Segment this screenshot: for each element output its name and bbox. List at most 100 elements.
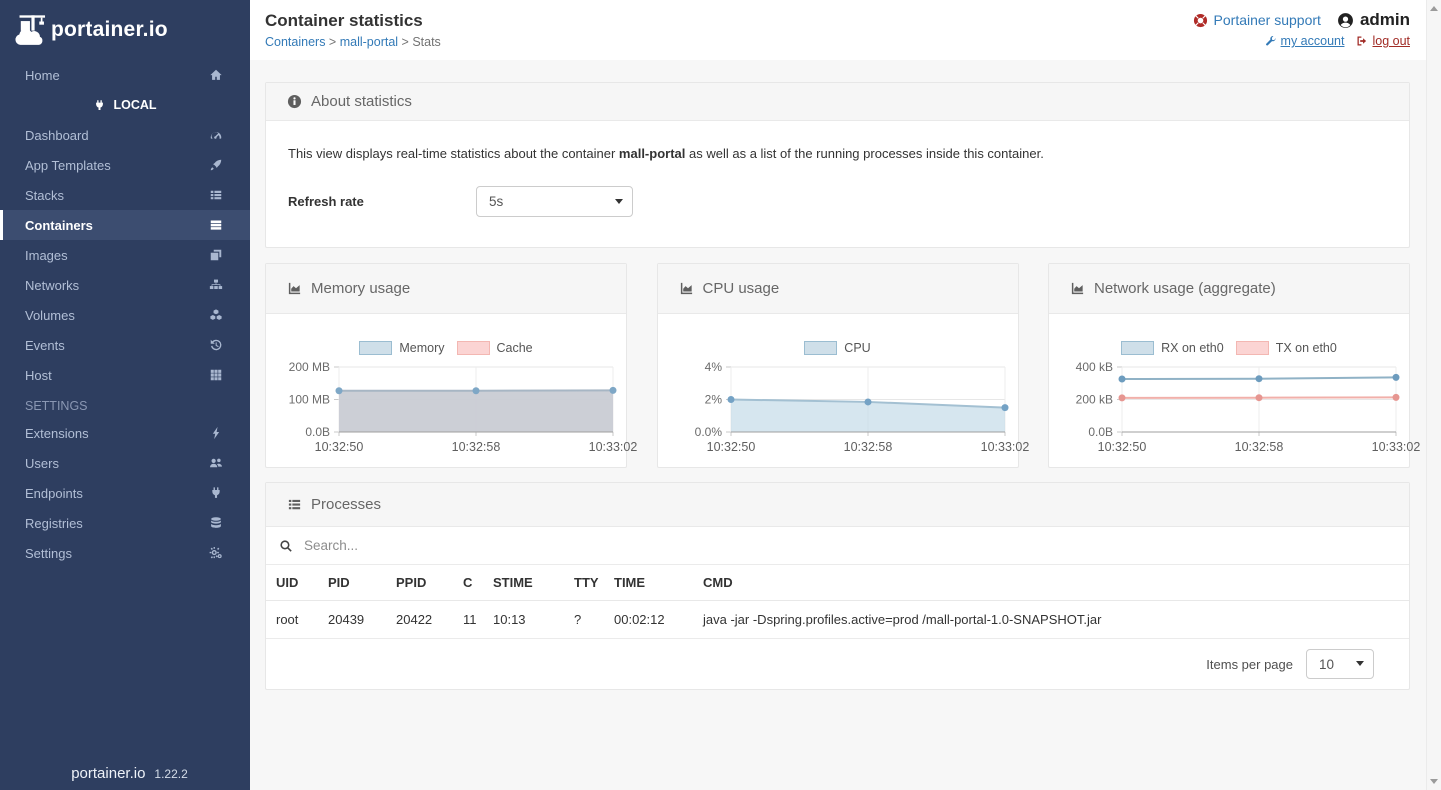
sidebar-item-extensions[interactable]: Extensions bbox=[0, 418, 250, 448]
sidebar-item-settings[interactable]: Settings bbox=[0, 538, 250, 568]
sidebar-item-images[interactable]: Images bbox=[0, 240, 250, 270]
table-cell: 00:02:12 bbox=[604, 601, 693, 639]
sidebar-item-stacks[interactable]: Stacks bbox=[0, 180, 250, 210]
tachometer-icon bbox=[209, 128, 223, 142]
column-header-stime: STIME bbox=[483, 565, 564, 601]
plug-icon bbox=[209, 486, 223, 500]
plug-icon bbox=[93, 99, 106, 112]
svg-text:100 MB: 100 MB bbox=[289, 393, 330, 407]
user-menu[interactable]: admin bbox=[1337, 10, 1410, 30]
sidebar-item-label: Registries bbox=[25, 516, 209, 531]
users-icon bbox=[209, 456, 223, 470]
sidebar-item-label: Dashboard bbox=[25, 128, 209, 143]
portainer-logo-icon bbox=[14, 13, 48, 47]
portainer-support-link[interactable]: Portainer support bbox=[1193, 12, 1321, 28]
chart-body: MemoryCache200 MB100 MB0.0B10:32:5010:32… bbox=[266, 314, 626, 467]
sidebar-item-app-templates[interactable]: App Templates bbox=[0, 150, 250, 180]
table-row: root20439204221110:13?00:02:12java -jar … bbox=[266, 601, 1409, 639]
sidebar-item-volumes[interactable]: Volumes bbox=[0, 300, 250, 330]
table-cell: root bbox=[266, 601, 318, 639]
refresh-rate-select[interactable]: 5s bbox=[476, 186, 633, 217]
sidebar-item-label: Volumes bbox=[25, 308, 209, 323]
cubes-icon bbox=[209, 308, 223, 322]
cogs-icon bbox=[209, 546, 223, 560]
items-per-page-select[interactable]: 10 bbox=[1306, 649, 1374, 679]
sidebar-item-host[interactable]: Host bbox=[0, 360, 250, 390]
table-cell: 11 bbox=[453, 601, 483, 639]
column-header-cmd: CMD bbox=[693, 565, 1409, 601]
about-panel-title: About statistics bbox=[311, 93, 412, 110]
chart-legend: RX on eth0 TX on eth0 bbox=[1050, 341, 1408, 355]
refresh-rate-label: Refresh rate bbox=[288, 194, 476, 209]
username: admin bbox=[1360, 10, 1410, 30]
chart-panel-cpu-usage: CPU usageCPU4%2%0.0%10:32:5010:32:5810:3… bbox=[657, 263, 1019, 468]
sidebar-item-label: Users bbox=[25, 456, 209, 471]
sidebar-item-label: Events bbox=[25, 338, 209, 353]
refresh-rate-row: Refresh rate 5s bbox=[288, 186, 1387, 217]
scroll-down-arrow-icon[interactable] bbox=[1430, 779, 1438, 784]
search-input[interactable] bbox=[302, 537, 1396, 554]
breadcrumb-separator: > bbox=[398, 35, 412, 49]
legend-label: Memory bbox=[399, 341, 444, 355]
about-description: This view displays real-time statistics … bbox=[288, 146, 1387, 161]
sidebar-item-networks[interactable]: Networks bbox=[0, 270, 250, 300]
my-account-link[interactable]: my account bbox=[1265, 34, 1345, 48]
area-chart-icon bbox=[287, 281, 302, 296]
sidebar-item-dashboard[interactable]: Dashboard bbox=[0, 120, 250, 150]
table-cell: 10:13 bbox=[483, 601, 564, 639]
pagination-row: Items per page 10 bbox=[266, 639, 1409, 689]
chart-body: RX on eth0TX on eth0400 kB200 kB0.0B10:3… bbox=[1049, 314, 1409, 467]
sidebar-item-events[interactable]: Events bbox=[0, 330, 250, 360]
chart-panel-network-usage-aggregate-: Network usage (aggregate)RX on eth0TX on… bbox=[1048, 263, 1410, 468]
search-row bbox=[266, 527, 1409, 565]
sidebar-item-users[interactable]: Users bbox=[0, 448, 250, 478]
version-label: 1.22.2 bbox=[154, 767, 187, 781]
scroll-up-arrow-icon[interactable] bbox=[1430, 6, 1438, 11]
sidebar-item-label: App Templates bbox=[25, 158, 209, 173]
main-area: Container statistics Containers > mall-p… bbox=[250, 0, 1426, 790]
svg-text:200 kB: 200 kB bbox=[1076, 393, 1113, 407]
chart-legend: Memory Cache bbox=[267, 341, 625, 355]
svg-text:10:33:02: 10:33:02 bbox=[980, 440, 1029, 454]
sidebar-nav: Home LOCAL Dashboard App Templates StacksC… bbox=[0, 60, 250, 568]
logo-text: portainer.io bbox=[51, 18, 168, 42]
sidebar-item-endpoints[interactable]: Endpoints bbox=[0, 478, 250, 508]
legend-swatch bbox=[359, 341, 392, 355]
processes-panel-header: Processes bbox=[266, 483, 1409, 527]
processes-table: UIDPIDPPIDCSTIMETTYTIMECMD root204392042… bbox=[266, 565, 1409, 639]
chart-panel-header: CPU usage bbox=[658, 264, 1018, 314]
sidebar-footer: portainer.io 1.22.2 bbox=[0, 765, 250, 782]
breadcrumb-mall-portal[interactable]: mall-portal bbox=[340, 35, 398, 49]
legend-item-rx-on-eth0: RX on eth0 bbox=[1121, 341, 1224, 355]
rocket-icon bbox=[209, 158, 223, 172]
content: About statistics This view displays real… bbox=[250, 60, 1426, 690]
legend-item-tx-on-eth0: TX on eth0 bbox=[1236, 341, 1337, 355]
wrench-icon bbox=[1265, 35, 1277, 47]
description-suffix: as well as a list of the running process… bbox=[685, 146, 1043, 161]
description-prefix: This view displays real-time statistics … bbox=[288, 146, 619, 161]
svg-text:400 kB: 400 kB bbox=[1076, 360, 1113, 374]
column-header-pid: PID bbox=[318, 565, 386, 601]
grid-icon bbox=[209, 368, 223, 382]
log-out-link[interactable]: log out bbox=[1356, 34, 1410, 48]
sidebar-item-label: Extensions bbox=[25, 426, 209, 441]
column-header-time: TIME bbox=[604, 565, 693, 601]
sidebar-item-containers[interactable]: Containers bbox=[0, 210, 250, 240]
legend-item-cache: Cache bbox=[457, 341, 533, 355]
sidebar-item-registries[interactable]: Registries bbox=[0, 508, 250, 538]
chart-panel-header: Memory usage bbox=[266, 264, 626, 314]
svg-text:4%: 4% bbox=[704, 360, 722, 374]
svg-text:10:33:02: 10:33:02 bbox=[1372, 440, 1421, 454]
legend-swatch bbox=[804, 341, 837, 355]
sidebar-item-home[interactable]: Home bbox=[0, 60, 250, 90]
list-icon bbox=[209, 188, 223, 202]
server-icon bbox=[209, 218, 223, 232]
vertical-scrollbar[interactable] bbox=[1426, 0, 1441, 790]
sidebar: portainer.io Home LOCAL Dashboard App Tem… bbox=[0, 0, 250, 790]
breadcrumb-containers[interactable]: Containers bbox=[265, 35, 325, 49]
sidebar-endpoint-local[interactable]: LOCAL bbox=[0, 90, 250, 120]
chart-body: CPU4%2%0.0%10:32:5010:32:5810:33:02 bbox=[658, 314, 1018, 467]
column-header-c: C bbox=[453, 565, 483, 601]
svg-text:10:33:02: 10:33:02 bbox=[589, 440, 638, 454]
page-title: Container statistics bbox=[265, 11, 441, 31]
